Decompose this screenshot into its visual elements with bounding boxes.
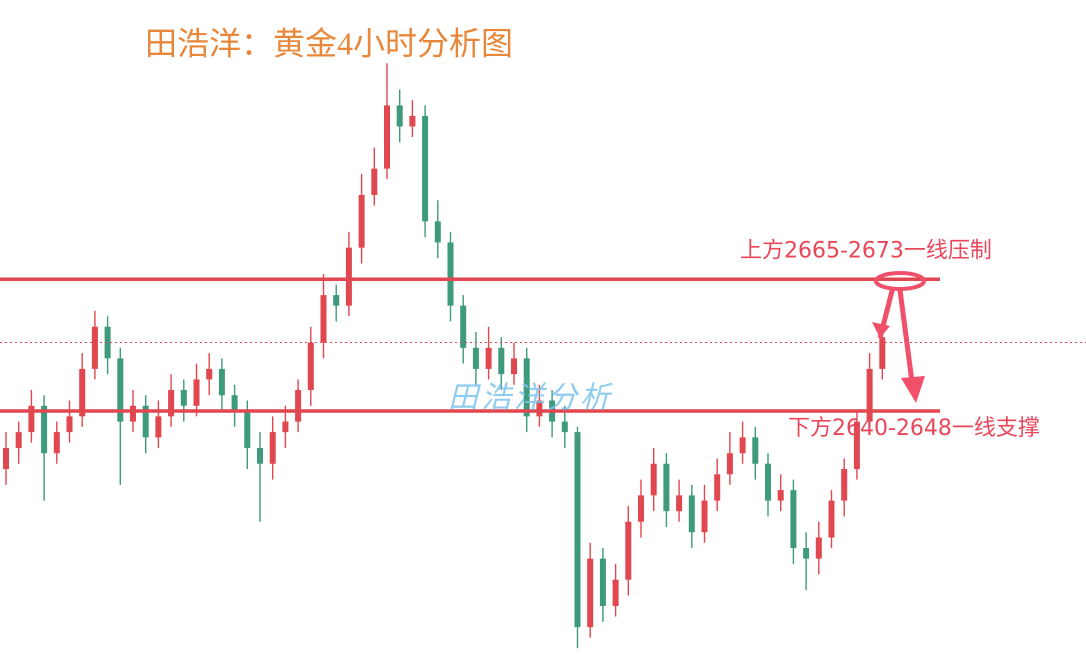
candle-body (422, 115, 429, 222)
candle-body (434, 221, 441, 243)
candle-body (333, 295, 340, 306)
candle-body (485, 347, 492, 369)
candle-body (41, 405, 48, 454)
candle-body (117, 358, 124, 422)
candle-body (320, 295, 327, 343)
candle-body (879, 337, 886, 369)
candle-body (28, 405, 35, 433)
candle-body (726, 453, 733, 475)
candle-body (739, 437, 746, 454)
candle-body (841, 469, 848, 501)
candle-body (676, 495, 683, 512)
candle-body (79, 368, 86, 417)
annotation-arrows (872, 271, 926, 403)
candle-body (295, 389, 302, 422)
candle-body (587, 558, 594, 628)
candle-body (257, 447, 263, 464)
candle-body (625, 521, 632, 580)
candle-body (790, 490, 797, 549)
candle-body (574, 432, 581, 628)
chart-title: 田浩洋：黄金4小时分析图 (145, 25, 513, 61)
candle-body (638, 495, 644, 522)
arrowhead (872, 322, 890, 338)
candle-body (523, 358, 530, 417)
candle-body (752, 437, 759, 464)
candle-body (193, 379, 200, 406)
candle-body (561, 421, 568, 433)
candle-body (3, 447, 9, 470)
candle-body (536, 400, 543, 417)
candle-body (53, 432, 60, 454)
candle-body (384, 105, 390, 169)
candle-body (396, 105, 403, 127)
candle-body (142, 405, 149, 438)
candle-body (371, 168, 378, 195)
highlight-oval (874, 271, 926, 291)
candle-body (244, 411, 251, 448)
candle-body (269, 432, 276, 464)
candle-body (307, 342, 314, 390)
candle-body (130, 405, 136, 422)
candle-body (663, 463, 670, 512)
candle-body (765, 463, 771, 501)
candle-body (828, 500, 835, 538)
level-label: 上方2665-2673一线压制 (740, 238, 992, 263)
candle-body (180, 389, 187, 406)
candle-body (599, 558, 606, 607)
candle-body (511, 358, 517, 375)
candle-body (650, 463, 657, 496)
candle-body (91, 326, 98, 369)
candle-body (701, 500, 708, 533)
candle-body (66, 416, 73, 433)
arrow-down (897, 289, 915, 383)
candle-body (206, 368, 213, 380)
candle-body (15, 432, 22, 448)
candle-body (815, 537, 822, 559)
candle-body (853, 421, 860, 470)
candle-body (358, 194, 365, 248)
candle-body (168, 389, 175, 417)
candle-body (612, 579, 619, 607)
arrowhead (901, 376, 925, 403)
candle-body (104, 326, 111, 359)
candle-body (218, 368, 225, 396)
candle-body (447, 242, 454, 306)
candle-body (282, 421, 289, 433)
candle-body (866, 368, 873, 422)
candles (3, 63, 886, 649)
candle-body (714, 474, 721, 501)
level-label: 下方2640-2648一线支撑 (788, 416, 1040, 441)
candle-body (803, 548, 810, 559)
candle-body (409, 115, 416, 127)
watermark: 田浩洋分析 (448, 381, 613, 416)
candle-body (472, 347, 479, 369)
candle-body (155, 416, 162, 438)
candle-body (688, 495, 695, 533)
candle-body (777, 490, 784, 501)
candle-body (231, 395, 238, 412)
candle-body (460, 305, 467, 348)
candle-body (498, 347, 505, 375)
candle-body (345, 247, 352, 306)
